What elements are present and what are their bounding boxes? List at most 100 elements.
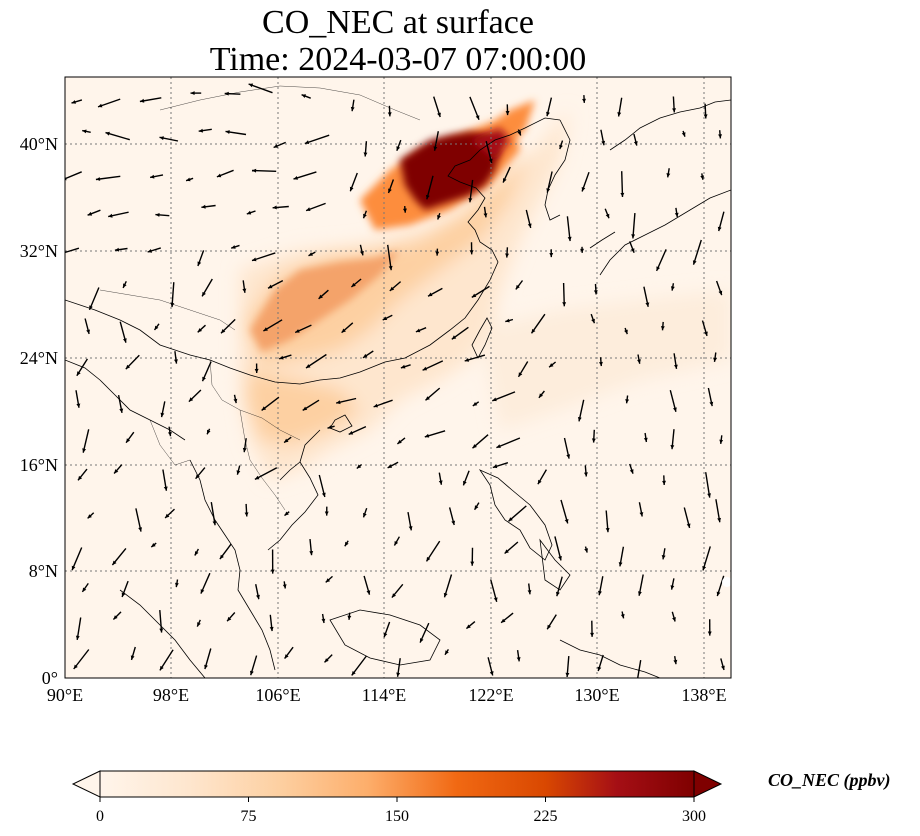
wind-arrow-shaft bbox=[159, 649, 174, 671]
wind-arrow-head bbox=[388, 188, 392, 193]
wind-arrow-head bbox=[686, 523, 691, 528]
wind-arrow-head bbox=[403, 208, 407, 213]
wind-arrow-head bbox=[306, 364, 311, 368]
wind-arrow-head bbox=[581, 187, 586, 192]
wind-arrow-head bbox=[344, 541, 349, 547]
wind-arrow-head bbox=[75, 635, 80, 640]
wind-arrow-head bbox=[704, 331, 708, 336]
wind-arrow-head bbox=[475, 115, 480, 120]
wind-arrow-head bbox=[198, 128, 203, 133]
axis-labels: 90°E 98°E 106°E 114°E 122°E 130°E 138°E … bbox=[20, 134, 727, 705]
wind-arrow-head bbox=[89, 305, 93, 310]
wind-arrow-head bbox=[670, 286, 675, 291]
wind-arrow-head bbox=[469, 250, 474, 255]
wind-arrow-head bbox=[123, 338, 127, 343]
wind-arrow-shaft bbox=[304, 134, 330, 145]
wind-arrow-head bbox=[138, 527, 142, 532]
wind-arrow-head bbox=[471, 293, 477, 298]
wind-arrow-head bbox=[546, 188, 551, 193]
wind-arrow-head bbox=[681, 132, 686, 137]
wind-arrow-head bbox=[584, 472, 588, 477]
wind-arrow-head bbox=[175, 582, 179, 588]
wind-arrow-head bbox=[599, 361, 603, 367]
wind-arrow-head bbox=[351, 282, 356, 287]
wind-arrow-head bbox=[617, 112, 622, 117]
wind-arrow-head bbox=[159, 628, 164, 633]
wind-arrow-head bbox=[261, 406, 267, 411]
wind-arrow-head bbox=[248, 83, 254, 88]
wind-arrow-head bbox=[591, 438, 596, 443]
wind-arrow-head bbox=[114, 469, 119, 474]
wind-arrow-head bbox=[639, 512, 644, 517]
wind-arrow-head bbox=[643, 437, 648, 442]
wind-arrow-head bbox=[719, 439, 724, 444]
lat-label: 16°N bbox=[20, 455, 58, 475]
wind-arrow-head bbox=[126, 438, 131, 443]
lon-label: 98°E bbox=[153, 685, 189, 705]
wind-arrow-head bbox=[445, 650, 449, 655]
wind-arrow-head bbox=[468, 198, 473, 203]
colorbar-tick-label: 150 bbox=[385, 808, 409, 825]
wind-arrow-head bbox=[527, 590, 532, 595]
wind-arrow-head bbox=[301, 94, 306, 98]
wind-arrow-head bbox=[309, 551, 314, 556]
wind-arrow-head bbox=[242, 447, 247, 453]
wind-arrow-head bbox=[564, 519, 569, 524]
wind-arrow-head bbox=[503, 178, 507, 183]
wind-arrow-head bbox=[76, 371, 81, 376]
wind-arrow-head bbox=[284, 511, 289, 516]
wind-arrow-head bbox=[351, 671, 356, 676]
wind-arrow-head bbox=[707, 493, 711, 498]
wind-arrow-head bbox=[391, 593, 396, 598]
wind-arrow-head bbox=[324, 511, 329, 516]
wind-arrow-head bbox=[341, 328, 346, 333]
wind-arrow-head bbox=[212, 521, 217, 526]
wind-arrow-head bbox=[582, 98, 586, 103]
wind-arrow-head bbox=[556, 591, 560, 597]
wind-arrow-head bbox=[472, 402, 478, 406]
wind-arrow-head bbox=[279, 355, 284, 360]
wind-arrow-head bbox=[159, 665, 164, 671]
wind-arrow-head bbox=[451, 520, 456, 525]
plume-ocean-east bbox=[480, 290, 731, 430]
wind-arrow-head bbox=[306, 207, 311, 211]
wind-arrow-head bbox=[549, 253, 554, 258]
lon-label: 114°E bbox=[362, 685, 407, 705]
wind-arrow-head bbox=[631, 234, 636, 239]
wind-arrow-head bbox=[256, 594, 260, 600]
wind-arrow-head bbox=[246, 210, 252, 215]
wind-arrow-shaft bbox=[171, 282, 175, 308]
coastlines bbox=[65, 99, 731, 678]
wind-arrow-head bbox=[147, 249, 153, 253]
wind-arrow-head bbox=[78, 475, 83, 481]
wind-arrow-head bbox=[591, 318, 595, 324]
wind-arrow-head bbox=[130, 655, 135, 660]
wind-arrow-head bbox=[197, 622, 201, 627]
wind-arrow-head bbox=[703, 114, 708, 119]
wind-arrow-head bbox=[425, 396, 430, 401]
wind-arrow-head bbox=[618, 562, 623, 567]
wind-arrow-head bbox=[674, 364, 678, 369]
wind-arrow-head bbox=[227, 616, 232, 622]
wind-arrow-head bbox=[415, 328, 421, 333]
wind-arrow-head bbox=[580, 248, 584, 253]
wind-arrow-head bbox=[501, 618, 506, 623]
wind-arrow-head bbox=[437, 215, 441, 220]
wind-arrow-head bbox=[216, 173, 222, 178]
wind-arrow-head bbox=[125, 364, 130, 370]
wind-arrow-head bbox=[154, 325, 159, 330]
wind-arrow-head bbox=[159, 136, 164, 141]
wind-arrow-head bbox=[186, 177, 191, 182]
wind-arrow-head bbox=[516, 657, 521, 662]
wind-arrow-head bbox=[269, 626, 274, 632]
wind-arrow-head bbox=[538, 393, 543, 398]
wind-arrow-head bbox=[373, 403, 378, 408]
lon-label: 106°E bbox=[255, 685, 300, 705]
colorbar-tick-label: 75 bbox=[241, 808, 257, 825]
wind-arrow-head bbox=[207, 429, 211, 435]
wind-arrow-head bbox=[433, 146, 438, 151]
wind-arrow-head bbox=[590, 632, 594, 637]
lat-label: 8°N bbox=[29, 561, 58, 581]
wind-arrow-head bbox=[666, 173, 671, 178]
wind-arrow-head bbox=[236, 470, 241, 475]
